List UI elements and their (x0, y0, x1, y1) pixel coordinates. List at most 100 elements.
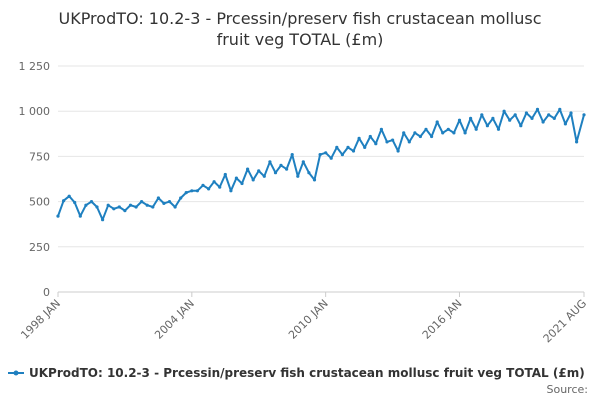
data-point (213, 180, 216, 183)
data-point (547, 113, 550, 116)
data-point (508, 119, 511, 122)
data-point (240, 182, 243, 185)
data-point (201, 184, 204, 187)
data-point (324, 151, 327, 154)
data-point (564, 122, 567, 125)
data-point (224, 173, 227, 176)
y-tick-label: 500 (29, 196, 50, 209)
series-layer (56, 108, 585, 221)
legend-label: UKProdTO: 10.2-3 - Prcessin/preserv fish… (29, 366, 585, 380)
chart-title-line-1: UKProdTO: 10.2-3 - Prcessin/preserv fish… (58, 9, 541, 28)
data-point (486, 124, 489, 127)
legend[interactable]: UKProdTO: 10.2-3 - Prcessin/preserv fish… (8, 366, 585, 380)
data-point (575, 140, 578, 143)
data-point (530, 117, 533, 120)
data-point (268, 160, 271, 163)
data-point (229, 189, 232, 192)
data-point (452, 131, 455, 134)
data-point (475, 128, 478, 131)
legend-marker-dot (14, 371, 19, 376)
data-point (469, 117, 472, 120)
y-tick-label: 750 (29, 150, 50, 163)
data-point (157, 196, 160, 199)
data-point (151, 205, 154, 208)
data-point (408, 140, 411, 143)
data-point (402, 131, 405, 134)
data-point (185, 191, 188, 194)
data-point (190, 189, 193, 192)
data-point (252, 178, 255, 181)
data-point (424, 128, 427, 131)
data-point (542, 120, 545, 123)
data-point (330, 157, 333, 160)
data-point (363, 146, 366, 149)
data-point (536, 108, 539, 111)
data-point (279, 164, 282, 167)
data-point (391, 139, 394, 142)
data-point (480, 113, 483, 116)
data-point (582, 113, 585, 116)
data-point (341, 153, 344, 156)
data-point (73, 201, 76, 204)
data-point (112, 207, 115, 210)
data-point (62, 199, 65, 202)
data-point (168, 200, 171, 203)
data-point (179, 196, 182, 199)
data-point (285, 168, 288, 171)
data-point (458, 119, 461, 122)
data-point (257, 169, 260, 172)
y-tick-label: 1 250 (19, 60, 51, 73)
x-tick-label: 2021 AUG (541, 297, 590, 346)
data-point (274, 171, 277, 174)
y-tick-label: 1 000 (19, 105, 51, 118)
data-point (385, 140, 388, 143)
data-point (68, 195, 71, 198)
chart-title-line-2: fruit veg TOTAL (£m) (217, 30, 384, 49)
data-point (380, 128, 383, 131)
data-point (129, 204, 132, 207)
data-point (369, 135, 372, 138)
data-point (101, 218, 104, 221)
data-point (207, 187, 210, 190)
y-tick-label: 0 (43, 286, 50, 299)
data-point (174, 205, 177, 208)
data-point (491, 117, 494, 120)
axes: 0 250 500 750 1 000 1 250 1998 JAN 2004 JAN 2010… (18, 60, 589, 345)
data-point (319, 153, 322, 156)
data-point (436, 120, 439, 123)
x-tick-label: 2004 JAN (152, 297, 197, 342)
data-point (525, 111, 528, 114)
y-tick-label: 250 (29, 241, 50, 254)
data-point (196, 189, 199, 192)
data-point (162, 202, 165, 205)
series-line (58, 109, 584, 219)
data-point (291, 153, 294, 156)
x-tick-label: 2010 JAN (286, 297, 331, 342)
data-point (307, 171, 310, 174)
data-point (90, 200, 93, 203)
x-tick-label: 1998 JAN (18, 297, 63, 342)
data-point (553, 117, 556, 120)
data-point (464, 131, 467, 134)
data-point (430, 135, 433, 138)
data-point (302, 160, 305, 163)
data-point (358, 137, 361, 140)
data-point (56, 215, 59, 218)
data-point (313, 178, 316, 181)
data-point (140, 200, 143, 203)
data-point (263, 175, 266, 178)
data-point (419, 135, 422, 138)
data-point (79, 215, 82, 218)
gridlines (58, 66, 584, 292)
data-point (84, 204, 87, 207)
data-point (95, 205, 98, 208)
data-point (218, 186, 221, 189)
data-point (123, 209, 126, 212)
data-point (441, 131, 444, 134)
x-tick-label: 2016 JAN (420, 297, 465, 342)
data-point (374, 142, 377, 145)
data-point (503, 110, 506, 113)
data-point (514, 113, 517, 116)
